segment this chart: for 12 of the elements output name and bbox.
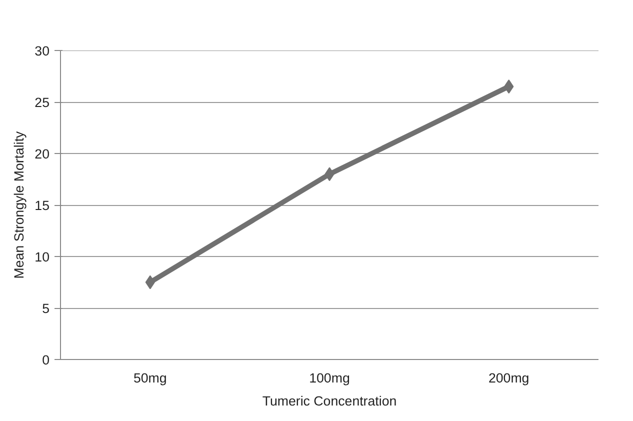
y-tick-label: 10 [34,250,50,264]
y-tick-label: 20 [34,146,50,162]
y-tick-label: 15 [34,198,50,213]
y-tick-label: 30 [34,44,50,58]
x-axis-title: Tumeric Concentration [262,394,397,408]
y-tick-label: 25 [34,95,50,110]
y-tick-label: 5 [42,301,50,316]
x-tick-label: 50mg [133,370,167,386]
y-tick-label: 0 [42,352,50,368]
x-tick-label: 100mg [309,370,350,386]
y-axis-title: Mean Strongyle Mortality [12,130,27,279]
x-tick-label: 200mg [488,370,530,386]
